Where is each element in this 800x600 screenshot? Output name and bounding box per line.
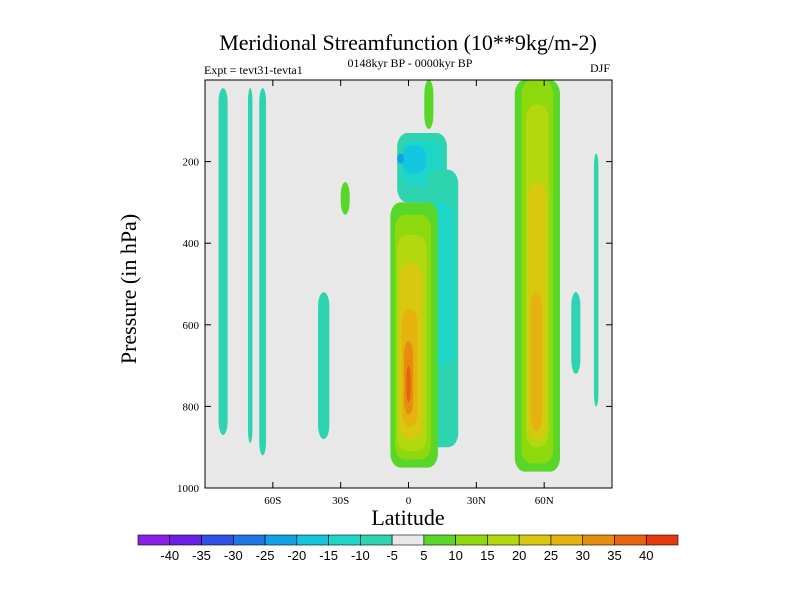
season-label: DJF — [590, 61, 610, 75]
x-axis-label: Latitude — [371, 505, 444, 530]
colorbar-label: -5 — [386, 548, 398, 563]
colorbar-label: -25 — [256, 548, 275, 563]
contour-region-17 — [406, 365, 411, 403]
colorbar-swatch-10 — [455, 534, 488, 546]
colorbar-label: 30 — [575, 548, 589, 563]
colorbar: -40 -35 -30 -25 -20 -15 -10 -5 5 10 15 20 25 30 35 40 — [137, 534, 679, 563]
colorbar-swatch-9 — [423, 534, 456, 546]
colorbar-swatch-11 — [487, 534, 520, 546]
period-label: 0148kyr BP - 0000kyr BP — [348, 56, 473, 70]
x-tick-label: 60N — [535, 495, 554, 507]
colorbar-swatch-13 — [550, 534, 584, 546]
colorbar-swatch-6 — [328, 534, 361, 546]
colorbar-swatch-2 — [201, 534, 234, 546]
colorbar-label: -40 — [160, 548, 179, 563]
colorbar-swatch-14 — [582, 534, 615, 546]
colorbar-swatch-5 — [296, 534, 329, 546]
colorbar-label: 40 — [639, 548, 653, 563]
contour-region-18 — [424, 80, 434, 129]
contour-region-23 — [530, 292, 542, 431]
y-tick-label: 600 — [183, 320, 200, 332]
contour-region-25 — [593, 153, 599, 407]
contour-region-2 — [259, 88, 267, 456]
y-tick-label: 400 — [183, 238, 200, 250]
colorbar-label: 10 — [448, 548, 462, 563]
contour-region-24 — [571, 292, 581, 374]
contour-region-3 — [318, 292, 330, 440]
chart-title: Meridional Streamfunction (10**9kg/m-2) — [219, 30, 597, 55]
colorbar-swatch-1 — [169, 534, 202, 546]
colorbar-label: 20 — [512, 548, 526, 563]
x-tick-label: 0 — [406, 495, 412, 507]
y-tick-label: 1000 — [177, 483, 200, 495]
contour-region-1 — [247, 88, 253, 444]
contour-region-7 — [401, 145, 427, 174]
colorbar-swatch-15 — [614, 534, 647, 546]
colorbar-swatch-3 — [232, 534, 266, 546]
colorbar-swatch-16 — [645, 534, 679, 546]
experiment-label: Expt = tevt31-tevta1 — [204, 63, 303, 77]
x-tick-label: 30N — [467, 495, 486, 507]
colorbar-label: -30 — [224, 548, 243, 563]
y-tick-label: 200 — [183, 157, 200, 169]
x-tick-label: 30S — [332, 495, 349, 507]
colorbar-label: 35 — [607, 548, 621, 563]
colorbar-swatch-8 — [391, 534, 425, 546]
colorbar-label: -15 — [319, 548, 338, 563]
colorbar-label: 25 — [544, 548, 558, 563]
colorbar-label: 5 — [420, 548, 427, 563]
colorbar-label: 15 — [480, 548, 494, 563]
y-axis-label: Pressure (in hPa) — [116, 214, 141, 364]
colorbar-label: -35 — [192, 548, 211, 563]
y-tick-label: 800 — [183, 401, 200, 413]
contour-region-4 — [340, 182, 350, 215]
colorbar-label: -10 — [351, 548, 370, 563]
contour-region-8 — [397, 153, 404, 164]
x-tick-label: 60S — [264, 495, 281, 507]
colorbar-swatch-0 — [137, 534, 171, 546]
colorbar-label: -20 — [287, 548, 306, 563]
colorbar-swatch-4 — [264, 534, 298, 546]
colorbar-swatch-7 — [360, 534, 393, 546]
contour-region-0 — [218, 88, 228, 435]
colorbar-swatch-12 — [518, 534, 552, 546]
plot-area: 60S 30S 0 30N 60N 200 400 600 800 1000 — [177, 79, 613, 507]
